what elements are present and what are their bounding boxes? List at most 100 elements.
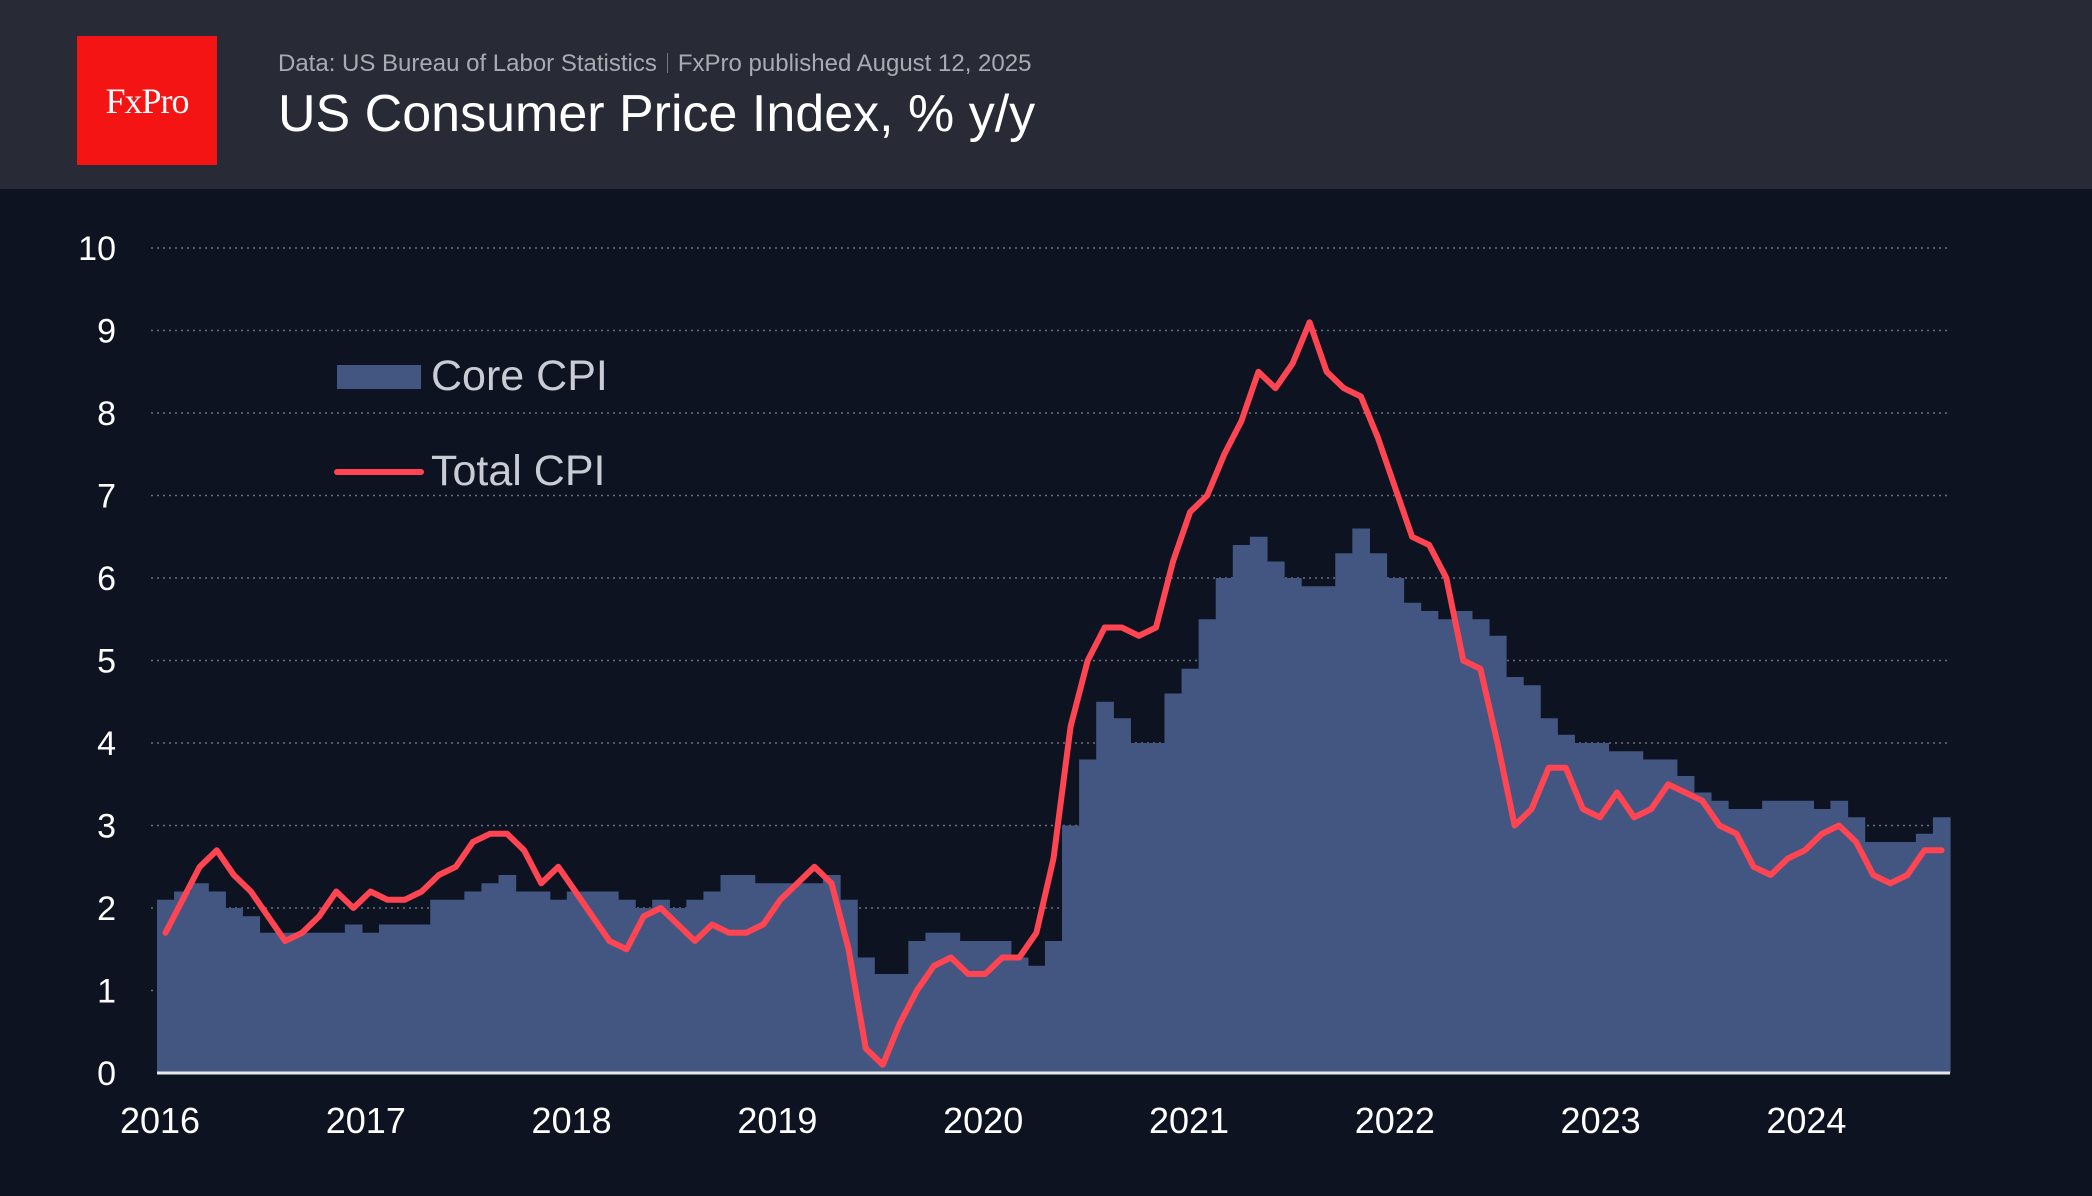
x-tick-label: 2022: [1355, 1100, 1435, 1141]
core-cpi-bar: [225, 908, 243, 1073]
core-cpi-bar: [925, 932, 944, 1073]
core-cpi-bar: [1454, 611, 1473, 1073]
y-tick-label: 9: [97, 313, 116, 351]
core-cpi-bar: [822, 875, 841, 1073]
core-cpi-bar: [1932, 817, 1951, 1073]
x-tick-label: 2020: [943, 1100, 1023, 1141]
core-cpi-bar: [1676, 776, 1695, 1073]
core-cpi-bar: [1284, 578, 1302, 1073]
core-cpi-bar: [976, 941, 995, 1073]
logo-text: FxPro: [105, 80, 189, 121]
subtitle: Data: US Bureau of Labor Statistics FxPro…: [278, 50, 1031, 78]
core-cpi-bar: [600, 891, 619, 1073]
core-cpi-bar: [583, 891, 602, 1073]
core-cpi-bar: [157, 899, 175, 1073]
core-cpi-bar: [788, 883, 807, 1073]
core-cpi-bar: [1659, 759, 1678, 1073]
core-cpi-bar: [1062, 825, 1080, 1073]
core-cpi-bar: [242, 916, 261, 1073]
y-tick-label: 10: [78, 230, 116, 268]
core-cpi-bar: [1198, 619, 1217, 1073]
core-cpi-bar: [857, 957, 875, 1073]
core-cpi-bar: [1147, 743, 1166, 1073]
core-cpi-bar: [1847, 817, 1866, 1073]
core-cpi-bar: [174, 891, 192, 1073]
core-cpi-bar: [805, 883, 824, 1073]
legend-label-total: Total CPI: [431, 447, 606, 495]
core-cpi-bar: [1796, 800, 1814, 1073]
core-cpi-bar: [908, 941, 927, 1073]
separator: [666, 53, 668, 73]
core-cpi-bar: [1574, 743, 1592, 1073]
header: FxPro Data: US Bureau of Labor Statistic…: [0, 0, 2092, 189]
core-cpi-bar: [1693, 792, 1712, 1073]
core-cpi-bar: [1044, 941, 1063, 1073]
x-tick-label: 2024: [1766, 1100, 1846, 1141]
core-cpi-bar: [737, 875, 756, 1073]
core-cpi-bar: [1898, 842, 1917, 1073]
core-cpi-bar: [1830, 800, 1849, 1073]
legend-label-core: Core CPI: [431, 352, 608, 400]
core-cpi-bar: [771, 883, 790, 1073]
core-cpi-bar: [447, 899, 465, 1073]
core-cpi-bar: [1915, 833, 1934, 1073]
core-cpi-bar: [1079, 759, 1097, 1073]
chart-title: US Consumer Price Index, % y/y: [278, 85, 1036, 143]
core-cpi-bar: [208, 891, 226, 1073]
core-cpi-bar: [310, 932, 329, 1073]
core-cpi-bar: [1506, 677, 1524, 1073]
core-cpi-bar: [276, 932, 295, 1073]
y-tick-label: 7: [97, 478, 116, 516]
core-cpi-bar: [1864, 842, 1883, 1073]
core-cpi-bar: [430, 899, 448, 1073]
core-cpi-bar: [1369, 553, 1388, 1073]
core-cpi-bar: [1881, 842, 1900, 1073]
x-tick-label: 2017: [326, 1100, 406, 1141]
core-cpi-bar: [378, 924, 397, 1073]
core-cpi-bar: [515, 891, 534, 1073]
core-cpi-bar: [1523, 685, 1541, 1073]
core-cpi-bar: [669, 908, 687, 1073]
core-cpi-bar: [1420, 611, 1439, 1073]
core-cpi-bar: [1164, 693, 1183, 1073]
core-cpi-bar: [191, 883, 209, 1073]
core-cpi-bar: [1266, 561, 1285, 1073]
core-cpi-bar: [1010, 957, 1029, 1073]
core-cpi-bar: [1027, 965, 1046, 1073]
core-cpi-bar: [942, 932, 961, 1073]
core-cpi-bar: [1215, 578, 1234, 1073]
x-tick-label: 2018: [532, 1100, 612, 1141]
x-tick-label: 2023: [1561, 1100, 1641, 1141]
core-cpi-bar: [1557, 734, 1575, 1073]
core-cpi-bar: [464, 891, 483, 1073]
core-cpi-bar: [344, 924, 363, 1073]
publish-info: FxPro published August 12, 2025: [677, 50, 1032, 77]
core-cpi-bar: [293, 932, 312, 1073]
y-tick-label: 1: [97, 973, 116, 1011]
y-tick-label: 8: [97, 395, 116, 433]
core-cpi-bar: [481, 883, 500, 1073]
core-cpi-bar: [1318, 586, 1336, 1073]
core-cpi-bar: [959, 941, 978, 1073]
core-cpi-bar: [635, 908, 653, 1073]
core-cpi-bar: [1249, 536, 1268, 1073]
legend-swatch-core: [337, 365, 421, 389]
core-cpi-bar: [1813, 809, 1832, 1073]
y-tick-label: 5: [97, 643, 116, 681]
core-cpi-bar: [1437, 619, 1456, 1073]
core-cpi-bar: [1745, 809, 1763, 1073]
core-cpi-bar: [1762, 800, 1780, 1073]
core-cpi-bar: [1471, 619, 1490, 1073]
core-cpi-bar: [1335, 553, 1353, 1073]
y-tick-label: 3: [97, 808, 116, 846]
core-cpi-bar: [1540, 718, 1558, 1073]
core-cpi-bar: [1130, 743, 1149, 1073]
core-cpi-bar: [259, 932, 278, 1073]
core-cpi-bar: [396, 924, 414, 1073]
core-cpi-bar: [361, 932, 380, 1073]
core-cpi-bar: [754, 883, 773, 1073]
core-cpi-bar: [1625, 751, 1644, 1073]
core-cpi-bar: [652, 899, 670, 1073]
y-tick-label: 6: [97, 560, 116, 598]
